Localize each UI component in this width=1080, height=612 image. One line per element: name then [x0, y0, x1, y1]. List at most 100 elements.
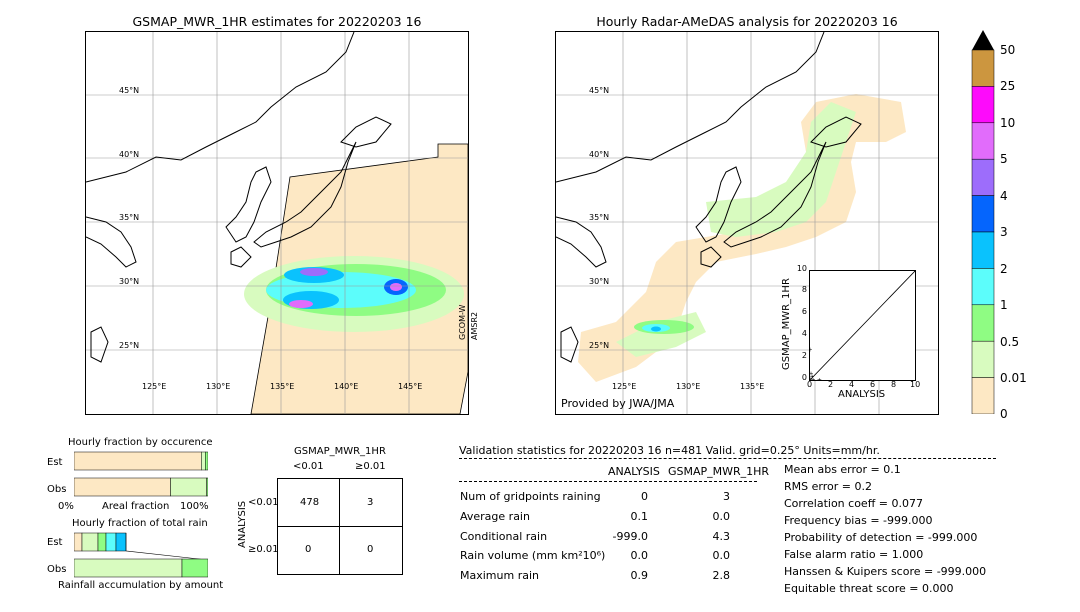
colorbar-band [971, 158, 995, 196]
colorbar-tick: 25 [1000, 79, 1016, 93]
fraction-total-row: Obs [47, 564, 67, 575]
colorbar-band [971, 86, 995, 124]
fraction-axis-mid: Areal fraction [102, 501, 170, 512]
scatter-plot-area: ++++++ [807, 270, 916, 384]
scatter-xlabel: ANALYSIS [838, 389, 886, 400]
obs-total-segment [181, 558, 209, 578]
contingency-col: <0.01 [293, 461, 324, 472]
scatter-xtick: 2 [828, 380, 834, 389]
colorbar-svg [971, 30, 995, 415]
scatter-point: + [810, 374, 815, 380]
scatter-xtick: 4 [849, 380, 855, 389]
score-line: Mean abs error = 0.1 [784, 463, 901, 476]
stat-analysis: 0.1 [630, 510, 649, 523]
right-map-coastline [556, 32, 862, 363]
left-lat-label: 25°N [119, 341, 140, 350]
score-line: Probability of detection = -999.000 [784, 531, 978, 544]
colorbar-band [971, 122, 995, 160]
fraction-row-label: Est [47, 457, 63, 468]
colorbar-band [971, 268, 995, 306]
right-lat-label: 30°N [589, 277, 610, 286]
data-credit: Provided by JWA/JMA [561, 397, 675, 410]
est-total-segment [105, 532, 117, 552]
fraction-occurrence-title: Hourly fraction by occurence [68, 437, 213, 448]
est-total-segment [73, 532, 83, 552]
est-total-segment [81, 532, 99, 552]
colorbar-tick: 10 [1000, 116, 1016, 130]
colorbar-tick: 0 [1000, 407, 1008, 421]
total-rain-svg [73, 532, 209, 578]
stat-gsmap: 0.0 [712, 549, 731, 562]
scatter-ytick: 4 [801, 329, 807, 338]
right-lat-label: 35°N [589, 213, 610, 222]
colorbar-band [971, 195, 995, 233]
colorbar-tick: 0.5 [1000, 335, 1020, 349]
score-line: Correlation coeff = 0.077 [784, 497, 923, 510]
stat-gsmap: 2.8 [712, 569, 731, 582]
scatter-xtick: 10 [910, 380, 921, 389]
scatter-ytick: 0 [801, 373, 807, 382]
rain-area-purple [300, 268, 328, 276]
colorbar-tick: 1 [1000, 298, 1008, 312]
total-rain-connector [125, 550, 209, 561]
stat-label: Num of gridpoints raining [460, 490, 601, 503]
right-lon-label: 135°E [740, 382, 765, 391]
colorbar-tick: 4 [1000, 189, 1008, 203]
left-map-title: GSMAP_MWR_1HR estimates for 20220203 16 [132, 14, 422, 29]
colorbar-tick: 2 [1000, 262, 1008, 276]
left-map-panel [85, 31, 469, 415]
contingency-col: ≥0.01 [355, 461, 386, 472]
scatter-point: + [810, 346, 813, 353]
colorbar-band [971, 304, 995, 342]
left-lon-label: 145°E [398, 382, 423, 391]
scatter-ytick: 8 [801, 285, 807, 294]
scatter-diagonal [809, 270, 916, 381]
stat-analysis: -999.0 [612, 530, 648, 543]
contingency-row: ≥0.01 [248, 544, 279, 555]
scatter-ylabel: GSMAP_MWR_1HR [781, 278, 792, 370]
left-map-grid [86, 32, 468, 414]
radar-light-rain [706, 102, 856, 237]
right-lat-label: 40°N [589, 150, 610, 159]
occurrence-svg [73, 451, 209, 497]
left-lat-label: 35°N [119, 213, 140, 222]
left-lon-label: 130°E [206, 382, 231, 391]
contingency-cell: 0 [305, 544, 312, 555]
stat-label: Average rain [460, 510, 530, 523]
stat-gsmap: 4.3 [712, 530, 731, 543]
score-line: Equitable threat score = 0.000 [784, 582, 954, 595]
right-lon-label: 130°E [676, 382, 701, 391]
contingency-ylabel: ANALYSIS [237, 500, 248, 548]
fraction-total-caption: Rainfall accumulation by amount [58, 580, 224, 591]
colorbar-tick: 0.01 [1000, 371, 1027, 385]
left-map-svg [86, 32, 468, 414]
right-lon-label: 125°E [612, 382, 637, 391]
occurrence-bar-segment [170, 477, 207, 497]
left-lon-label: 125°E [142, 382, 167, 391]
scatter-ytick: 6 [801, 307, 807, 316]
stat-analysis: 0 [641, 490, 648, 503]
fraction-total-title: Hourly fraction of total rain [72, 518, 208, 529]
contingency-title: GSMAP_MWR_1HR [294, 446, 386, 457]
left-lon-label: 140°E [334, 382, 359, 391]
stat-analysis: 0.0 [630, 549, 649, 562]
colorbar-tick: 3 [1000, 225, 1008, 239]
est-total-segment [97, 532, 107, 552]
sensor-label: AMSR2 [470, 311, 479, 340]
right-lat-label: 25°N [589, 341, 610, 350]
contingency-cell: 478 [300, 497, 320, 508]
scatter-svg: ++++++ [807, 270, 916, 384]
fraction-axis-right: 100% [180, 501, 209, 512]
left-lat-label: 30°N [119, 277, 140, 286]
scatter-point: + [810, 370, 814, 377]
colorbar [970, 30, 996, 415]
score-line: Hanssen & Kuipers score = -999.000 [784, 565, 987, 578]
stat-label: Conditional rain [460, 530, 548, 543]
validation-header: Validation statistics for 20220203 16 n=… [459, 444, 880, 457]
stat-analysis: 0.9 [630, 569, 649, 582]
score-line: RMS error = 0.2 [784, 480, 872, 493]
contingency-cell: 3 [367, 497, 374, 508]
fraction-total-row: Est [47, 537, 63, 548]
left-lon-label: 135°E [270, 382, 295, 391]
scatter-point: + [810, 376, 813, 380]
